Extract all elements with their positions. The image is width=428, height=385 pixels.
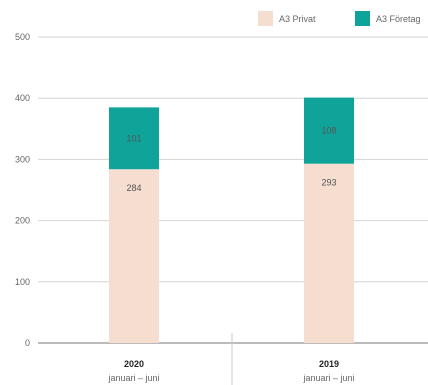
legend-item-a3-foretag: A3 Företag — [355, 11, 421, 26]
legend: A3 Privat A3 Företag — [0, 11, 428, 27]
x-category-label-2019: 2019 — [319, 359, 339, 369]
y-tick-label-100: 100 — [15, 277, 30, 287]
bars: 284 101 293 108 — [109, 97, 354, 343]
data-label-2019-a3-f-retag: 108 — [321, 126, 336, 136]
data-label-2019-a3-privat: 293 — [321, 178, 336, 188]
y-tick-label-300: 300 — [15, 154, 30, 164]
legend-item-a3-privat: A3 Privat — [258, 11, 316, 26]
legend-label-a3-foretag: A3 Företag — [376, 13, 421, 24]
bar-2019-a3-f-retag — [304, 97, 354, 164]
x-axis: 2020 januari – juni 2019 januari – juni — [107, 333, 355, 385]
y-tick-label-400: 400 — [15, 93, 30, 103]
y-tick-label-0: 0 — [25, 338, 30, 348]
legend-label-a3-privat: A3 Privat — [279, 13, 316, 24]
x-subcategory-label-2019: januari – juni — [302, 373, 354, 383]
y-tick-label-500: 500 — [15, 32, 30, 42]
gridlines — [38, 36, 428, 344]
y-tick-label-200: 200 — [15, 216, 30, 226]
data-label-2020-a3-f-retag: 101 — [126, 133, 141, 143]
bar-2020-a3-f-retag — [109, 107, 159, 170]
y-axis: 0 100 200 300 400 500 — [15, 32, 30, 348]
x-category-label-2020: 2020 — [124, 359, 144, 369]
bar-2020-a3-privat — [109, 169, 159, 343]
legend-swatch-a3-privat — [258, 11, 273, 26]
bar-2019-a3-privat — [304, 163, 354, 343]
data-label-2020-a3-privat: 284 — [126, 183, 141, 193]
legend-swatch-a3-foretag — [355, 11, 370, 26]
x-subcategory-label-2020: januari – juni — [107, 373, 159, 383]
